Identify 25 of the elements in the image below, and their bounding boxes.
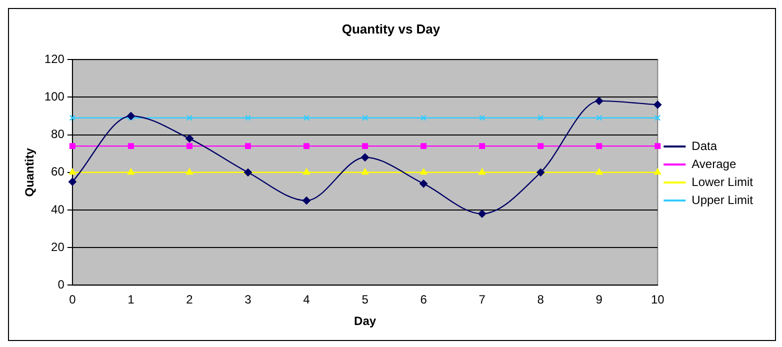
x-tick-label: 2 xyxy=(186,292,194,307)
y-tick-label: 20 xyxy=(51,240,65,254)
x-tick-label: 3 xyxy=(244,292,252,307)
y-tick-label: 40 xyxy=(51,202,65,216)
x-axis-title: Day xyxy=(354,314,376,328)
x-tick-label: 0 xyxy=(69,292,76,307)
chart-title: Quantity vs Day xyxy=(342,21,441,36)
y-tick-label: 100 xyxy=(44,90,65,104)
x-tick-label: 5 xyxy=(362,292,369,307)
x-tick-label: 7 xyxy=(478,292,486,307)
x-tick-label: 6 xyxy=(420,292,428,307)
x-tick-label: 10 xyxy=(650,292,665,307)
y-axis-title: Quantity xyxy=(22,148,37,197)
x-tick-label: 8 xyxy=(537,292,544,307)
legend-label: Upper Limit xyxy=(692,192,754,207)
legend-label: Average xyxy=(692,156,736,171)
y-tick-label: 0 xyxy=(58,278,65,292)
x-tick-label: 4 xyxy=(303,292,310,307)
legend-label: Lower Limit xyxy=(692,174,754,189)
x-tick-label: 1 xyxy=(128,292,135,307)
y-tick-label: 80 xyxy=(51,127,65,142)
y-tick-label: 120 xyxy=(44,52,65,66)
legend-label: Data xyxy=(692,138,718,153)
x-tick-label: 9 xyxy=(596,292,603,307)
y-tick-label: 60 xyxy=(51,164,65,179)
